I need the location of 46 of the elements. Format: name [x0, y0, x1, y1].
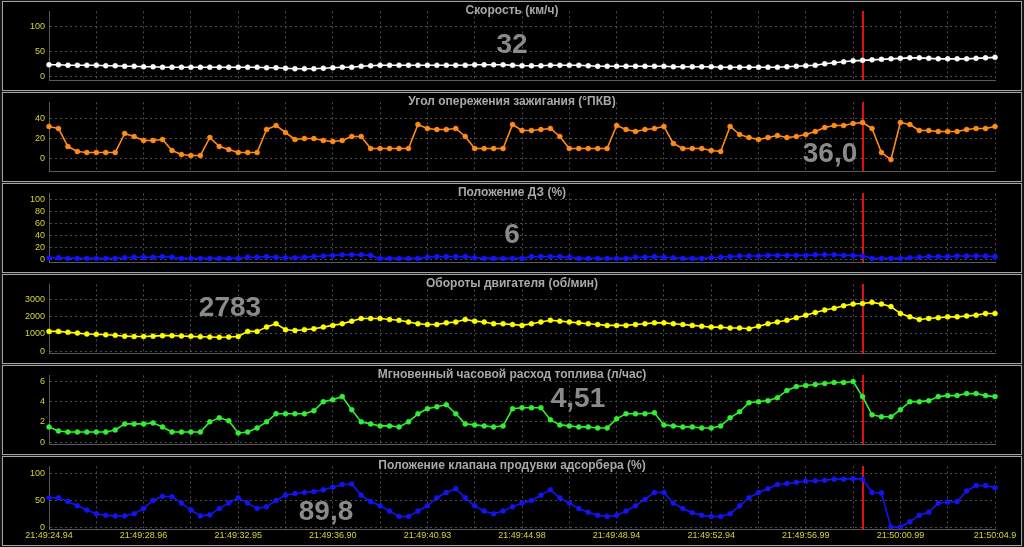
y-tick-label: 20	[34, 132, 45, 143]
x-tick-label: 21:49:48.94	[592, 530, 641, 541]
y-tick-label: 3000	[24, 294, 45, 305]
annotation: 32	[496, 27, 528, 59]
y-tick-label: 50	[34, 494, 45, 505]
annotation: 4,51	[550, 381, 606, 413]
chart-title: Угол опережения зажигания (°ПКВ)	[408, 94, 616, 109]
y-tick-label: 0	[39, 521, 45, 532]
annotation: 89,8	[298, 494, 354, 526]
annotation: 2783	[198, 290, 262, 322]
x-tick-label: 21:49:32.95	[214, 530, 262, 541]
annotation: 36,0	[802, 136, 858, 168]
x-tick-label: 21:49:24.94	[25, 530, 73, 541]
y-tick-label: 100	[29, 468, 45, 479]
y-tick-label: 40	[34, 112, 45, 123]
x-tick-label: 21:49:36.90	[309, 530, 357, 541]
y-tick-label: 100	[29, 21, 45, 32]
x-tick-label: 21:49:52.94	[687, 530, 735, 541]
y-tick-label: 0	[39, 70, 45, 81]
chart-title: Мгновенный часовой расход топлива (л/час)	[377, 367, 647, 382]
y-tick-label: 40	[34, 230, 45, 241]
y-tick-label: 50	[34, 45, 45, 56]
y-tick-label: 0	[39, 436, 45, 447]
y-tick-label: 2	[39, 416, 45, 427]
x-tick-label: 21:49:44.98	[498, 530, 546, 541]
x-tick-label: 21:49:56.99	[782, 530, 830, 541]
annotation: 6	[504, 217, 520, 249]
y-tick-label: 100	[29, 193, 45, 204]
chart-title: Положение клапана продувки адсорбера (%)	[378, 458, 646, 473]
y-tick-label: 0	[39, 254, 45, 265]
x-tick-label: 21:49:28.96	[119, 530, 168, 541]
y-tick-label: 0	[39, 345, 45, 356]
y-tick-label: 0	[39, 153, 45, 164]
y-tick-label: 6	[39, 375, 45, 386]
chart-title: Скорость (км/ч)	[465, 3, 559, 18]
y-tick-label: 20	[34, 242, 45, 253]
chart-title: Обороты двигателя (об/мин)	[425, 276, 599, 291]
y-tick-label: 60	[34, 217, 45, 228]
y-tick-label: 4	[39, 396, 45, 407]
y-tick-label: 2000	[24, 311, 45, 322]
chart-title: Положение ДЗ (%)	[457, 185, 567, 200]
x-tick-label: 21:50:00.99	[876, 530, 925, 541]
x-tick-label: 21:49:40.93	[403, 530, 452, 541]
y-tick-label: 1000	[24, 328, 45, 339]
y-tick-label: 80	[34, 205, 45, 216]
x-tick-label: 21:50:04.9	[973, 530, 1017, 541]
